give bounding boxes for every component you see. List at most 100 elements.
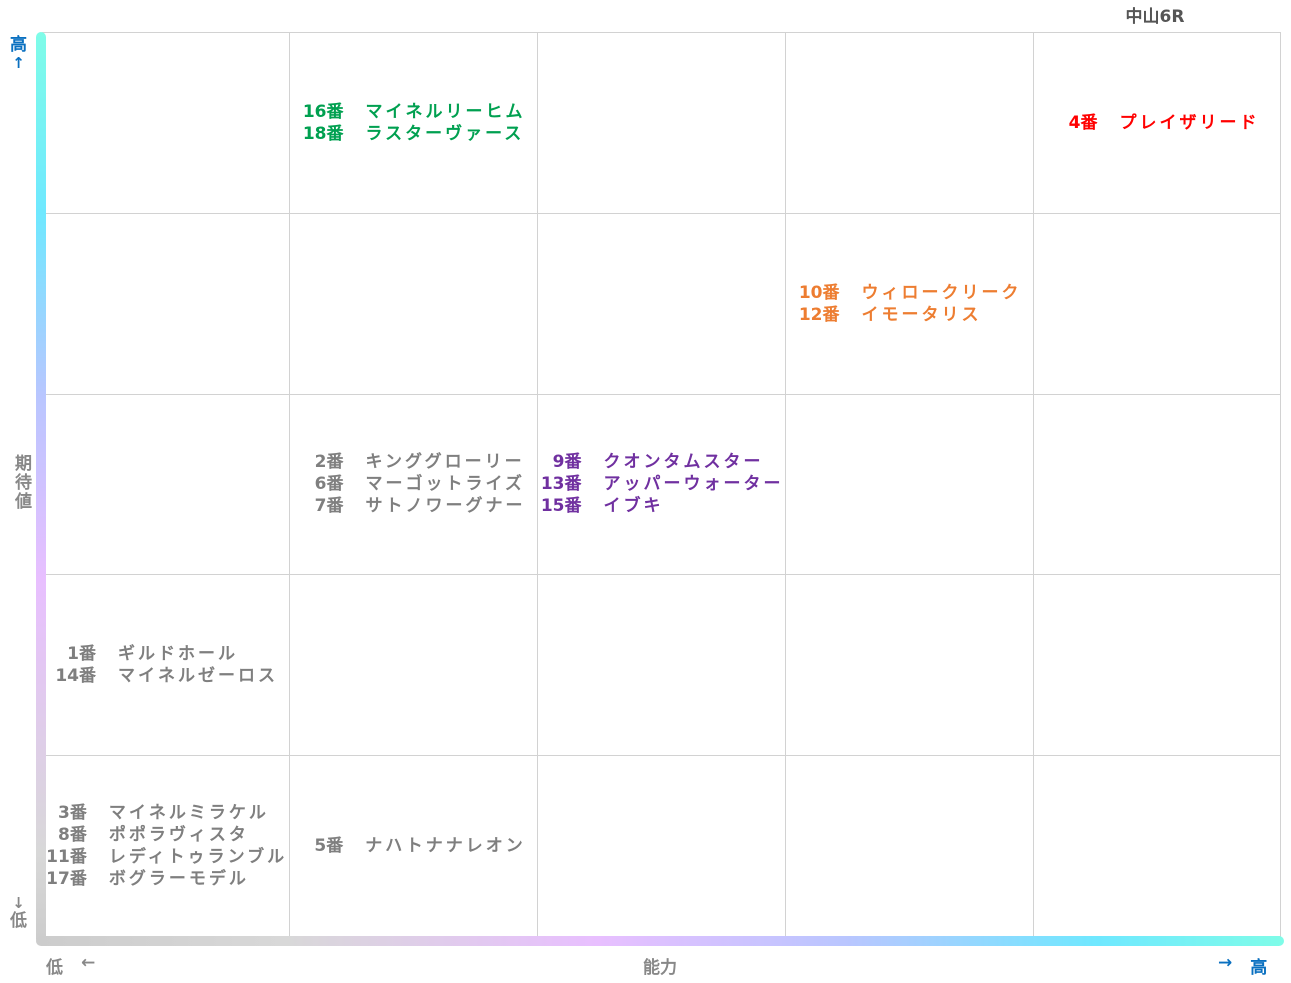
horse-name: レディトゥランブル: [108, 847, 288, 868]
horse-name: マイネルゼーロス: [118, 666, 278, 687]
spacer: [87, 824, 109, 846]
grid-cell: 16番 マイネルリーヒム 18番 ラスターヴァース: [289, 33, 537, 214]
spacer: [87, 868, 109, 890]
horse-name: マイネルミラケル: [108, 803, 269, 824]
race-title: 中山6R: [1125, 7, 1185, 27]
x-axis-low-label: 低 ←: [46, 953, 95, 978]
horse-entry: 16番 マイネルリーヒム: [302, 101, 526, 123]
grid-cell: [785, 33, 1033, 214]
horse-list: 16番 マイネルリーヒム 18番 ラスターヴァース: [302, 101, 526, 145]
spacer: [840, 304, 862, 326]
spacer: [96, 643, 118, 665]
horse-entry: 2番 キンググローリー: [302, 451, 526, 473]
grid-cell: 1番 ギルドホール 14番 マイネルゼーロス: [42, 575, 289, 757]
horse-entry: 10番 ウィロークリーク: [798, 282, 1022, 304]
x-axis-bar: [36, 936, 1284, 946]
spacer: [87, 846, 109, 868]
horse-list: 3番 マイネルミラケル 8番 ポポラヴィスタ 11番 レディトゥランブル 17番 ボグラーモデ…: [45, 802, 287, 890]
y-high-text: 高: [10, 35, 27, 55]
spacer: [582, 495, 604, 517]
grid-cell: [289, 575, 537, 757]
horse-number: 3番: [58, 803, 87, 824]
grid-cell: [537, 756, 785, 937]
y-axis-label: 期待値: [10, 454, 32, 511]
grid-cell: [1033, 756, 1281, 937]
grid-cell: 2番 キンググローリー 6番 マーゴットライズ 7番 サトノワーグナー: [289, 394, 537, 576]
horse-number: 9番: [552, 452, 582, 473]
spacer: [344, 495, 366, 517]
horse-number: 8番: [58, 825, 87, 846]
spacer: [344, 123, 366, 145]
spacer: [344, 101, 366, 123]
arrow-up-icon: ↑: [12, 54, 25, 72]
horse-name: イモータリス: [861, 304, 982, 325]
horse-number: 2番: [314, 452, 344, 473]
horse-list: 4番 プレイザリード: [1056, 112, 1260, 134]
grid-cell: [42, 213, 289, 395]
horse-name: ナハトナナレオン: [365, 836, 526, 857]
arrow-down-icon: ↓: [12, 894, 25, 912]
horse-number: 17番: [46, 869, 87, 890]
horse-entry: 4番 プレイザリード: [1056, 112, 1260, 134]
horse-entry: 8番 ポポラヴィスタ: [45, 824, 287, 846]
horse-number: 5番: [314, 836, 344, 857]
horse-name: アッパーウォーター: [603, 474, 784, 495]
horse-number: 4番: [1068, 112, 1098, 133]
grid-cell: 9番 クオンタムスター 13番 アッパーウォーター 15番 イブキ: [537, 394, 785, 576]
spacer: [344, 473, 366, 495]
grid-cell: [1033, 394, 1281, 576]
horse-number: 12番: [798, 304, 840, 325]
horse-entry: 7番 サトノワーグナー: [302, 495, 526, 517]
horse-name: マーゴットライズ: [365, 474, 525, 495]
x-low-text: 低: [46, 958, 63, 978]
grid-cell: [785, 756, 1033, 937]
y-axis-low-label: ↓ 低: [10, 896, 27, 932]
horse-entry: 14番 マイネルゼーロス: [54, 665, 278, 687]
horse-number: 15番: [540, 496, 582, 517]
spacer: [87, 802, 109, 824]
y-axis-title: 期待値: [11, 454, 31, 511]
spacer: [344, 451, 366, 473]
grid-cell: 4番 プレイザリード: [1033, 33, 1281, 214]
horse-number: 14番: [55, 666, 96, 687]
spacer: [582, 451, 604, 473]
horse-number: 18番: [302, 123, 344, 144]
spacer: [96, 665, 118, 687]
horse-entry: 12番 イモータリス: [798, 304, 1022, 326]
grid-cell: [42, 33, 289, 214]
grid-cell: [785, 394, 1033, 576]
horse-entry: 17番 ボグラーモデル: [45, 868, 287, 890]
grid-cell: 5番 ナハトナナレオン: [289, 756, 537, 937]
horse-name: キンググローリー: [365, 452, 525, 473]
grid-cell: 10番 ウィロークリーク 12番 イモータリス: [785, 213, 1033, 395]
horse-name: サトノワーグナー: [365, 496, 526, 517]
grid-cell: [785, 575, 1033, 757]
horse-entry: 15番 イブキ: [540, 495, 784, 517]
horse-list: 2番 キンググローリー 6番 マーゴットライズ 7番 サトノワーグナー: [302, 451, 526, 517]
horse-entry: 6番 マーゴットライズ: [302, 473, 526, 495]
y-axis-bar: [36, 32, 46, 944]
y-axis-high-label: 高 ↑: [10, 34, 27, 72]
horse-number: 10番: [798, 282, 840, 303]
horse-number: 16番: [302, 101, 344, 122]
horse-list: 9番 クオンタムスター 13番 アッパーウォーター 15番 イブキ: [540, 451, 784, 517]
horse-list: 10番 ウィロークリーク 12番 イモータリス: [798, 282, 1022, 326]
horse-name: ギルドホール: [118, 644, 238, 665]
x-axis-title: 能力: [643, 958, 677, 978]
horse-name: クオンタムスター: [603, 452, 764, 473]
arrow-right-icon: →: [1218, 953, 1233, 973]
horse-name: イブキ: [603, 496, 664, 517]
horse-name: ウィロークリーク: [861, 282, 1022, 303]
horse-entry: 1番 ギルドホール: [54, 643, 278, 665]
x-high-text: 高: [1250, 958, 1268, 978]
horse-list: 5番 ナハトナナレオン: [301, 835, 526, 857]
horse-name: ポポラヴィスタ: [108, 825, 249, 846]
horse-entry: 11番 レディトゥランブル: [45, 846, 287, 868]
grid-cell: [537, 575, 785, 757]
expectation-ability-grid: 16番 マイネルリーヒム 18番 ラスターヴァース 4番 プレイザリード 10番 ウィロークリ…: [42, 32, 1281, 937]
horse-name: ボグラーモデル: [108, 869, 249, 890]
spacer: [343, 835, 365, 857]
grid-cell: [1033, 575, 1281, 757]
horse-name: ラスターヴァース: [365, 123, 525, 144]
spacer: [840, 282, 862, 304]
